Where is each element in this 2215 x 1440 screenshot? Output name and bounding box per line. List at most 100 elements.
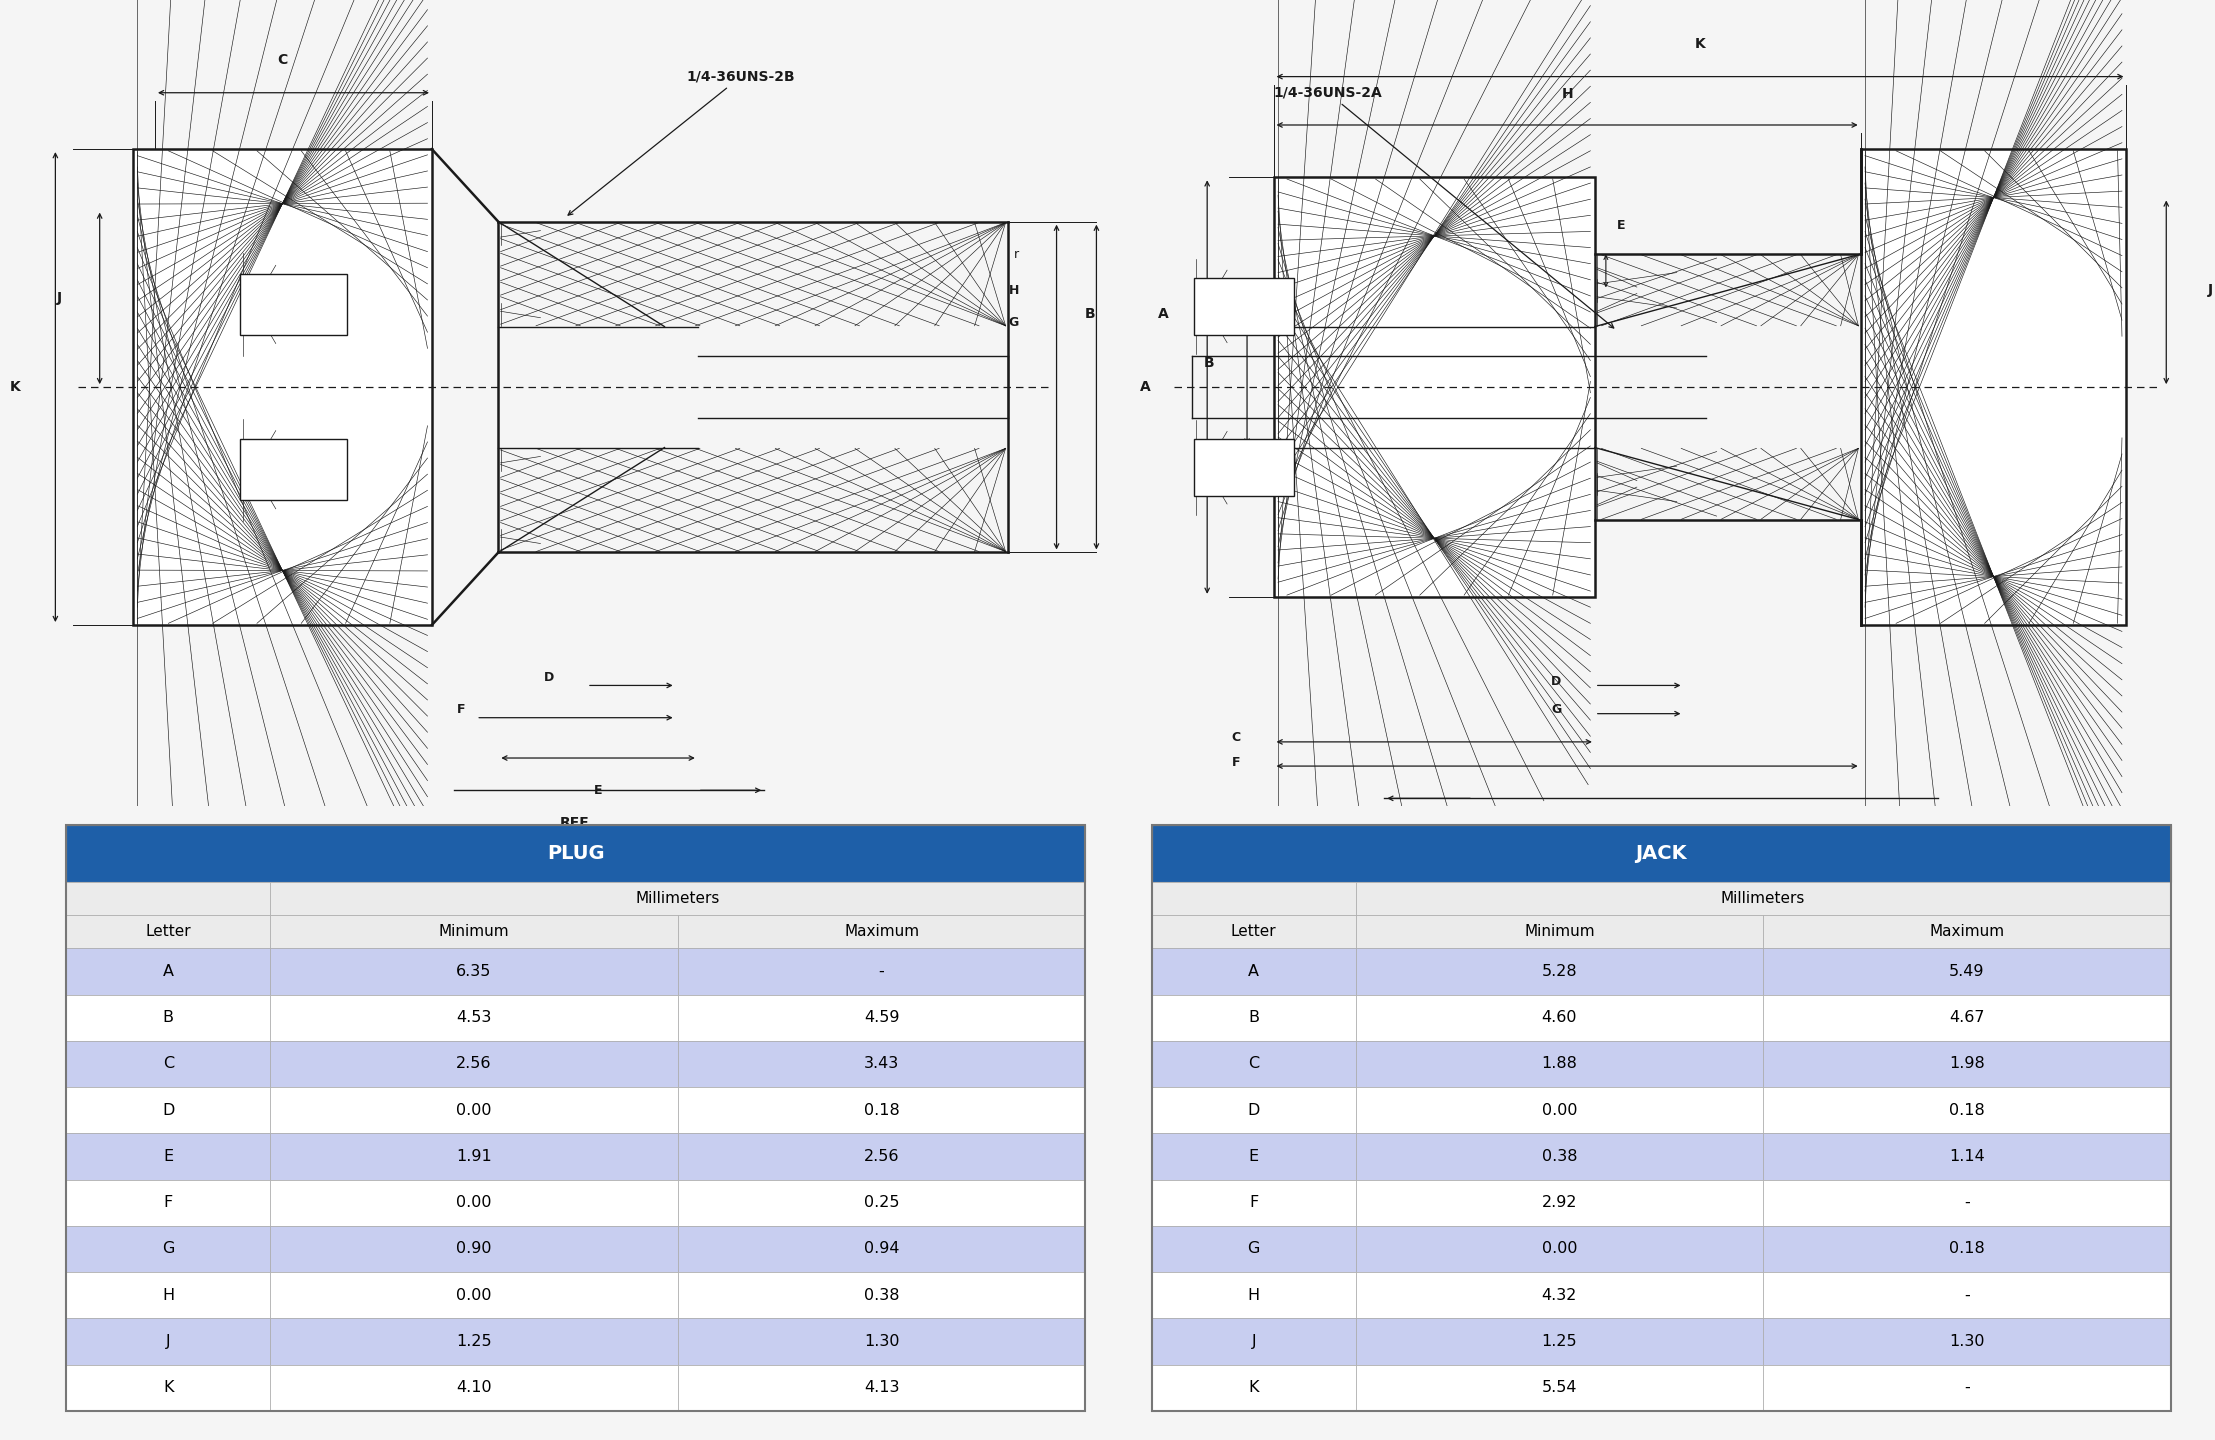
Bar xyxy=(1763,1319,2171,1365)
Bar xyxy=(66,1272,270,1319)
Text: J: J xyxy=(58,291,62,305)
Bar xyxy=(270,1179,678,1225)
Bar xyxy=(1356,1133,1763,1179)
Text: 6.35: 6.35 xyxy=(456,963,492,979)
Text: Millimeters: Millimeters xyxy=(636,891,720,906)
Bar xyxy=(66,883,270,916)
Text: D: D xyxy=(162,1103,175,1117)
Text: E: E xyxy=(594,783,602,796)
Text: G: G xyxy=(1247,1241,1260,1257)
Text: K: K xyxy=(1694,37,1706,52)
Bar xyxy=(1763,949,2171,995)
Text: Minimum: Minimum xyxy=(1524,924,1595,939)
Bar xyxy=(1861,150,2126,625)
Text: Millimeters: Millimeters xyxy=(1721,891,1805,906)
Text: 0.18: 0.18 xyxy=(1949,1103,1985,1117)
Bar xyxy=(678,1319,1085,1365)
Text: 0.00: 0.00 xyxy=(456,1103,492,1117)
Bar xyxy=(678,995,1085,1041)
Bar xyxy=(66,825,1085,883)
Text: F: F xyxy=(1249,1195,1258,1210)
Bar xyxy=(66,1133,270,1179)
Bar xyxy=(1152,1041,1356,1087)
Text: G: G xyxy=(162,1241,175,1257)
Text: 4.32: 4.32 xyxy=(1542,1287,1577,1303)
Text: 1/4-36UNS-2A: 1/4-36UNS-2A xyxy=(1274,86,1615,328)
Bar xyxy=(1763,1272,2171,1319)
Bar xyxy=(270,1319,678,1365)
Text: B: B xyxy=(164,1011,173,1025)
Bar xyxy=(1356,1179,1763,1225)
Bar xyxy=(66,825,1085,1411)
Text: REF.: REF. xyxy=(560,815,591,829)
Bar xyxy=(678,916,1085,949)
Bar xyxy=(66,1365,270,1411)
Text: 2.56: 2.56 xyxy=(864,1149,899,1164)
Text: 4.59: 4.59 xyxy=(864,1011,899,1025)
Text: Maximum: Maximum xyxy=(844,924,919,939)
Bar xyxy=(1274,177,1595,596)
Text: -: - xyxy=(879,963,884,979)
Bar xyxy=(1763,1179,2171,1225)
Text: 5.49: 5.49 xyxy=(1949,963,1985,979)
Text: 4.53: 4.53 xyxy=(456,1011,492,1025)
Text: Letter: Letter xyxy=(1232,924,1276,939)
Text: Minimum: Minimum xyxy=(439,924,509,939)
Text: 4.67: 4.67 xyxy=(1949,1011,1985,1025)
Bar xyxy=(270,916,678,949)
Text: -: - xyxy=(1965,1380,1969,1395)
Bar xyxy=(66,1179,270,1225)
Bar xyxy=(270,1225,678,1272)
Bar xyxy=(270,1365,678,1411)
Bar xyxy=(1763,1087,2171,1133)
Text: F: F xyxy=(1232,756,1240,769)
Text: 0.18: 0.18 xyxy=(864,1103,899,1117)
Text: C: C xyxy=(1232,732,1240,744)
Bar xyxy=(66,916,270,949)
Bar xyxy=(66,1041,270,1087)
Bar xyxy=(1152,1365,1356,1411)
Bar xyxy=(1356,1087,1763,1133)
Bar xyxy=(66,1319,270,1365)
Text: 0.90: 0.90 xyxy=(456,1241,492,1257)
Bar xyxy=(1194,278,1294,334)
Bar xyxy=(1152,825,2171,1411)
Bar xyxy=(241,274,348,334)
Text: A: A xyxy=(1249,963,1258,979)
Bar xyxy=(1356,883,2171,916)
Text: 1.30: 1.30 xyxy=(864,1333,899,1349)
Text: H: H xyxy=(1008,284,1019,297)
Bar xyxy=(1152,1272,1356,1319)
Bar xyxy=(66,995,270,1041)
Bar xyxy=(678,1225,1085,1272)
Bar xyxy=(678,949,1085,995)
Bar xyxy=(1763,1041,2171,1087)
Bar xyxy=(678,1041,1085,1087)
Bar xyxy=(1152,995,1356,1041)
Text: 0.94: 0.94 xyxy=(864,1241,899,1257)
Bar xyxy=(270,1272,678,1319)
Bar xyxy=(1356,1272,1763,1319)
Bar xyxy=(270,1041,678,1087)
Bar xyxy=(1763,995,2171,1041)
Bar xyxy=(1152,1179,1356,1225)
Text: 1/4-36UNS-2B: 1/4-36UNS-2B xyxy=(567,69,795,215)
Text: 0.38: 0.38 xyxy=(1542,1149,1577,1164)
Text: B: B xyxy=(1249,1011,1258,1025)
Bar xyxy=(66,949,270,995)
Bar xyxy=(678,1179,1085,1225)
Text: 0.00: 0.00 xyxy=(1542,1103,1577,1117)
Bar xyxy=(1763,1225,2171,1272)
Text: 1.91: 1.91 xyxy=(456,1149,492,1164)
Text: G: G xyxy=(1550,703,1562,716)
Text: 1.25: 1.25 xyxy=(456,1333,492,1349)
Text: H: H xyxy=(1247,1287,1260,1303)
Text: J: J xyxy=(166,1333,171,1349)
Text: A: A xyxy=(164,963,173,979)
Text: 0.38: 0.38 xyxy=(864,1287,899,1303)
Bar xyxy=(1356,916,1763,949)
Text: K: K xyxy=(11,380,20,395)
Text: C: C xyxy=(162,1057,175,1071)
Bar xyxy=(66,1225,270,1272)
Bar xyxy=(1763,1365,2171,1411)
